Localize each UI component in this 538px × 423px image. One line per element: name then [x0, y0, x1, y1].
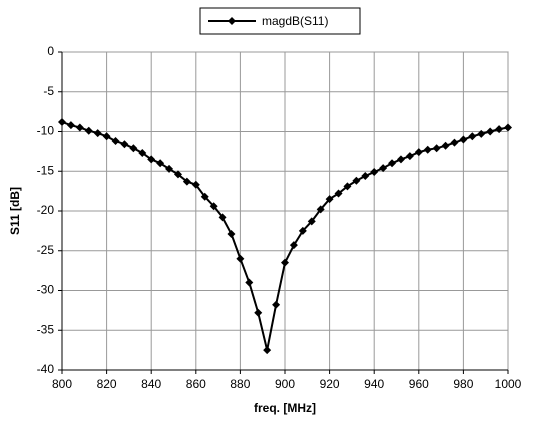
marker: [165, 164, 174, 173]
x-tick-label: 800: [52, 377, 72, 391]
marker: [504, 123, 512, 132]
y-tick-label: -25: [37, 243, 55, 257]
marker: [388, 159, 397, 168]
x-tick-label: 940: [364, 377, 384, 391]
marker: [58, 117, 66, 126]
marker: [200, 192, 209, 201]
marker: [111, 137, 120, 146]
marker: [191, 180, 200, 189]
y-tick-label: -40: [37, 362, 55, 376]
legend-marker: [228, 17, 236, 25]
marker: [236, 254, 245, 263]
x-tick-label: 1000: [495, 377, 522, 391]
marker: [93, 129, 102, 138]
marker: [441, 141, 450, 150]
marker: [129, 144, 138, 153]
y-tick-label: -10: [37, 124, 55, 138]
marker: [84, 126, 93, 135]
marker: [450, 138, 459, 147]
x-tick-label: 820: [97, 377, 117, 391]
y-tick-label: -15: [37, 163, 55, 177]
marker: [477, 129, 486, 138]
x-tick-label: 960: [409, 377, 429, 391]
x-tick-label: 840: [141, 377, 161, 391]
y-axis-title: S11 [dB]: [8, 187, 22, 235]
marker: [245, 278, 254, 287]
marker: [156, 159, 165, 168]
marker: [173, 170, 182, 179]
marker: [281, 258, 289, 267]
y-tick-label: -5: [43, 84, 54, 98]
marker: [334, 189, 343, 198]
x-tick-label: 860: [186, 377, 206, 391]
marker: [289, 241, 298, 250]
marker: [316, 205, 325, 214]
marker: [272, 300, 281, 309]
marker: [102, 132, 111, 141]
marker: [307, 217, 316, 226]
x-tick-label: 920: [320, 377, 340, 391]
marker: [352, 176, 361, 185]
marker: [396, 155, 405, 164]
x-tick-label: 980: [453, 377, 473, 391]
marker: [298, 226, 307, 235]
marker: [486, 127, 495, 136]
y-tick-label: 0: [47, 44, 54, 58]
marker: [495, 125, 504, 134]
marker: [138, 148, 147, 157]
y-tick-label: -35: [37, 322, 55, 336]
x-axis-title: freq. [MHz]: [254, 401, 316, 415]
marker: [75, 123, 84, 132]
marker: [218, 213, 227, 222]
marker: [468, 132, 477, 141]
marker: [182, 177, 191, 186]
marker: [423, 145, 432, 154]
y-tick-label: -20: [37, 203, 55, 217]
marker: [379, 164, 388, 173]
marker: [432, 144, 441, 153]
marker: [227, 230, 236, 239]
x-tick-label: 880: [230, 377, 250, 391]
legend-label: magdB(S11): [262, 14, 328, 28]
marker: [263, 346, 272, 355]
marker: [147, 155, 156, 164]
marker: [414, 148, 423, 157]
marker: [361, 172, 370, 181]
marker: [254, 308, 263, 317]
marker: [325, 195, 334, 204]
marker: [405, 152, 414, 161]
marker: [459, 135, 468, 144]
x-tick-label: 900: [275, 377, 295, 391]
marker: [343, 182, 352, 191]
y-tick-label: -30: [37, 283, 55, 297]
marker: [209, 202, 218, 211]
marker: [120, 140, 129, 149]
marker: [66, 121, 75, 130]
marker: [370, 168, 379, 177]
